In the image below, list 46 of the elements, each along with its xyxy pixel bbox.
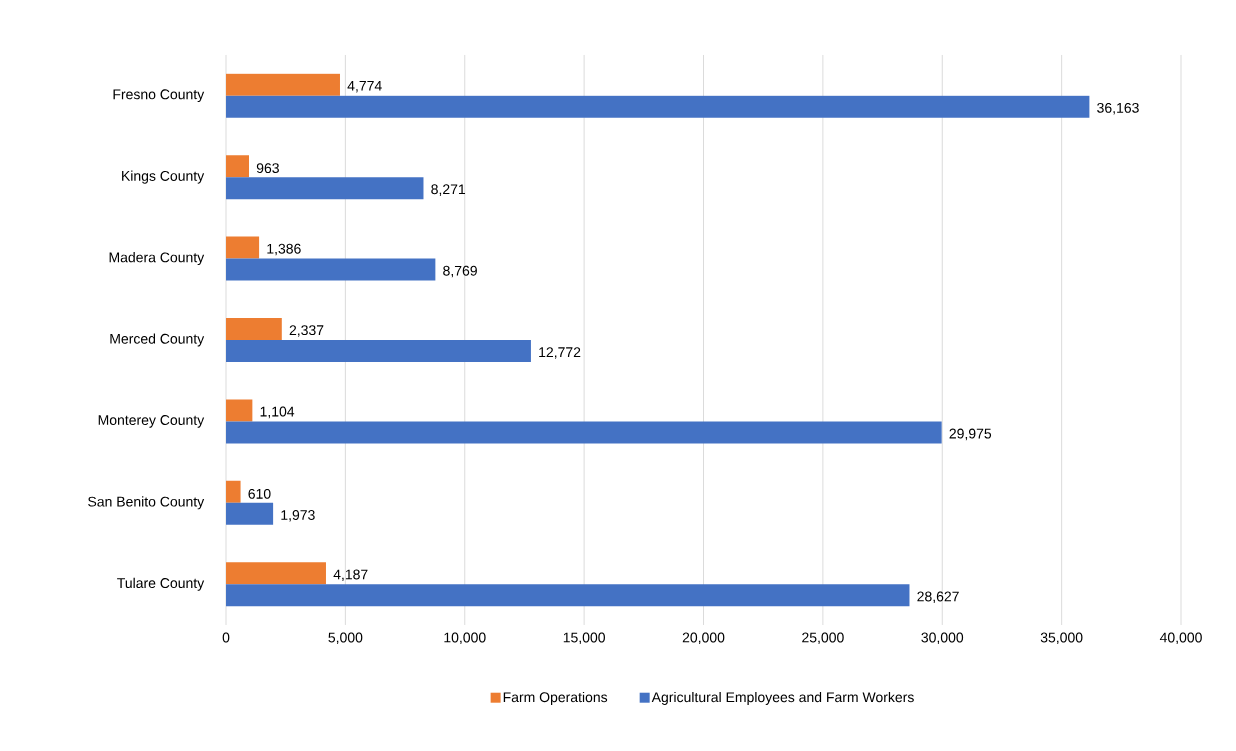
data-label: 36,163 [1097, 102, 1139, 115]
bar [226, 562, 326, 585]
bar [226, 584, 910, 607]
data-label: 29,975 [949, 428, 992, 441]
bar [226, 236, 260, 259]
legend-label: Agricultural Employees and Farm Workers [651, 691, 914, 705]
bar [226, 502, 274, 525]
data-label: 1,973 [281, 510, 315, 522]
bar [226, 95, 1090, 118]
bar [226, 480, 241, 503]
bar [226, 155, 249, 178]
y-tick-label: Merced County [110, 333, 205, 347]
y-tick-label: Madera County [109, 252, 205, 266]
x-tick-label: 5,000 [328, 632, 363, 645]
data-label: 8,769 [443, 265, 477, 278]
bar [226, 317, 282, 340]
data-label: 4,187 [333, 569, 368, 582]
legend-label: Farm Operations [503, 691, 608, 705]
bar [226, 258, 436, 281]
x-tick-label: 0 [222, 632, 230, 643]
data-label: 1,104 [260, 406, 295, 419]
data-label: 4,774 [347, 80, 382, 93]
bar [226, 73, 340, 96]
data-label: 28,627 [917, 591, 959, 604]
data-label: 1,386 [267, 243, 301, 256]
x-tick-label: 40,000 [1159, 632, 1202, 645]
y-tick-label: Fresno County [113, 89, 205, 103]
data-label: 963 [256, 163, 279, 174]
y-tick-label: San Benito County [88, 496, 205, 510]
x-tick-label: 20,000 [682, 632, 725, 645]
data-label: 12,772 [539, 347, 581, 359]
data-label: 8,271 [431, 184, 466, 196]
y-tick-label: Monterey County [98, 415, 205, 428]
x-tick-label: 30,000 [921, 632, 964, 645]
bar [226, 177, 424, 200]
bar [226, 421, 942, 444]
bar [226, 399, 253, 422]
data-label: 2,337 [289, 325, 324, 337]
bar [226, 339, 531, 362]
x-tick-label: 35,000 [1040, 632, 1083, 645]
x-tick-label: 10,000 [444, 632, 486, 645]
x-tick-label: 25,000 [802, 632, 844, 645]
x-tick-label: 15,000 [563, 632, 605, 645]
data-label: 610 [248, 488, 271, 499]
y-tick-label: Kings County [122, 170, 205, 184]
y-tick-label: Tulare County [117, 577, 205, 591]
